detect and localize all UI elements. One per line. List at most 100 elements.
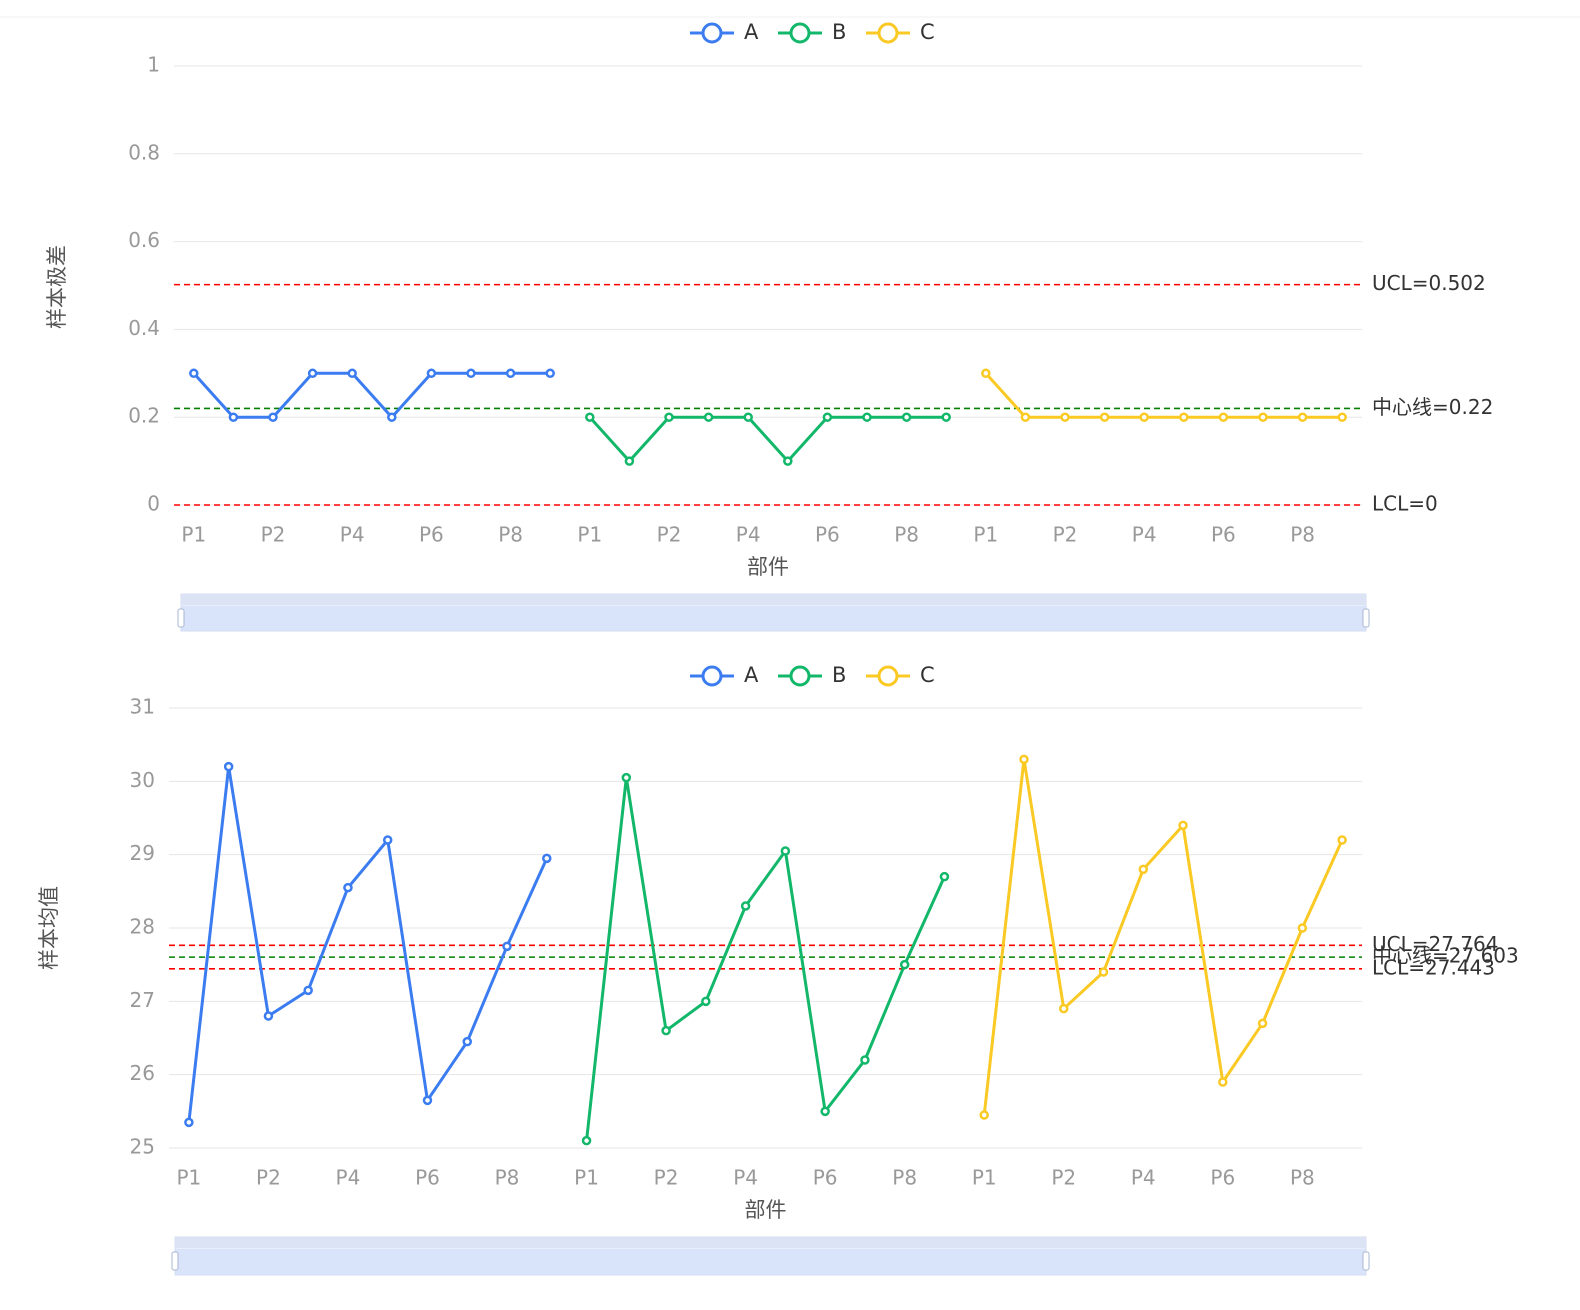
data-point: [822, 412, 833, 422]
data-point: [228, 412, 239, 422]
x-tick-label: P1: [181, 523, 206, 547]
y-tick-label: 29: [130, 841, 155, 865]
x-tick-label: P1: [176, 1166, 201, 1190]
legend-label: C: [920, 663, 935, 687]
legend-item[interactable]: C: [866, 663, 935, 687]
x-tick-label: P1: [972, 1166, 997, 1190]
y-tick-label: 28: [130, 915, 155, 939]
data-point: [621, 772, 632, 783]
x-tick-label: P4: [733, 1166, 758, 1190]
legend-symbol: [789, 22, 811, 44]
x-tick-label: P8: [495, 1166, 520, 1190]
x-tick-label: P2: [261, 523, 286, 547]
data-point: [303, 985, 313, 996]
data-point: [941, 412, 951, 422]
data-point: [979, 1110, 989, 1120]
zoom-handle[interactable]: [1362, 608, 1370, 628]
x-tick-label: P4: [736, 523, 761, 547]
data-point: [1337, 412, 1347, 422]
data-point: [1218, 1077, 1228, 1087]
series-line: [984, 372, 1343, 419]
x-axis-title: 部件: [747, 555, 789, 579]
data-point: [860, 1055, 870, 1065]
legend-symbol: [701, 665, 723, 687]
data-point: [1218, 412, 1229, 422]
x-tick-label: P8: [1290, 523, 1315, 547]
data-point: [223, 761, 234, 772]
x-axis-title: 部件: [745, 1198, 787, 1222]
legend-symbol: [701, 22, 723, 44]
legend-label: B: [832, 663, 846, 687]
zoom-handle[interactable]: [1362, 1251, 1370, 1271]
y-axis-title: 样本均值: [37, 886, 61, 970]
legend-item[interactable]: B: [778, 20, 846, 44]
data-point: [542, 853, 552, 864]
data-point: [382, 835, 393, 845]
zoom-handle[interactable]: [171, 1251, 179, 1271]
series-line: [982, 757, 1344, 1116]
data-point: [1099, 412, 1110, 422]
y-tick-label: 30: [130, 768, 155, 792]
x-tick-label: P1: [574, 1166, 599, 1190]
mark-line-label: LCL=0: [1372, 492, 1438, 516]
x-tick-label: P2: [654, 1166, 679, 1190]
legend-symbol: [877, 665, 899, 687]
data-point: [1059, 1003, 1069, 1014]
y-tick-label: 0.2: [128, 404, 160, 428]
series-line: [585, 776, 946, 1141]
data-point: [1257, 1018, 1268, 1029]
data-point: [1258, 412, 1268, 422]
data-point: [740, 901, 751, 911]
legend-item[interactable]: B: [778, 663, 846, 687]
data-point: [422, 1095, 433, 1106]
y-tick-label: 0.6: [128, 228, 160, 252]
mark-line-label: LCL=27.443: [1372, 955, 1495, 979]
zoom-selection: [175, 1249, 1366, 1275]
data-point: [1178, 820, 1188, 831]
x-tick-label: P8: [1290, 1166, 1315, 1190]
x-tick-label: P1: [577, 523, 602, 547]
x-tick-label: P8: [894, 523, 919, 547]
data-point: [1019, 754, 1029, 765]
data-point: [1337, 835, 1347, 845]
data-point: [862, 412, 872, 422]
data-point: [661, 1025, 671, 1036]
legend-label: C: [920, 20, 935, 44]
legend-label: A: [744, 20, 759, 44]
x-tick-label: P6: [813, 1166, 838, 1190]
data-point: [899, 959, 910, 970]
data-point: [184, 1117, 194, 1128]
x-tick-label: P1: [973, 523, 998, 547]
data-point: [387, 412, 397, 422]
zoom-selection: [181, 606, 1366, 631]
data-point: [1297, 412, 1308, 422]
zoom-handle[interactable]: [177, 608, 185, 628]
data-point: [189, 368, 199, 379]
data-point: [1098, 967, 1109, 977]
y-tick-label: 25: [130, 1135, 155, 1159]
y-tick-label: 0.4: [128, 316, 160, 340]
legend-symbol: [789, 665, 811, 687]
zoom-bar[interactable]: [175, 1237, 1366, 1248]
legend-item[interactable]: A: [690, 663, 759, 687]
legend-label: A: [744, 663, 759, 687]
data-point: [426, 368, 437, 379]
legend-item[interactable]: A: [690, 20, 759, 44]
series-line: [192, 371, 551, 419]
data-point: [701, 996, 711, 1007]
x-tick-label: P6: [415, 1166, 440, 1190]
legend-label: B: [832, 20, 846, 44]
x-tick-label: P2: [1053, 523, 1078, 547]
y-tick-label: 27: [130, 988, 155, 1012]
legend-symbol: [877, 22, 899, 44]
data-point: [581, 1135, 592, 1146]
x-tick-label: P8: [498, 523, 523, 547]
y-tick-label: 31: [130, 695, 155, 719]
x-tick-label: P4: [1131, 1166, 1156, 1190]
series-line: [588, 415, 947, 463]
mark-line-label: UCL=0.502: [1372, 271, 1486, 295]
data-point: [981, 368, 991, 379]
legend-item[interactable]: C: [866, 20, 935, 44]
zoom-bar[interactable]: [181, 594, 1366, 605]
data-point: [939, 871, 950, 882]
